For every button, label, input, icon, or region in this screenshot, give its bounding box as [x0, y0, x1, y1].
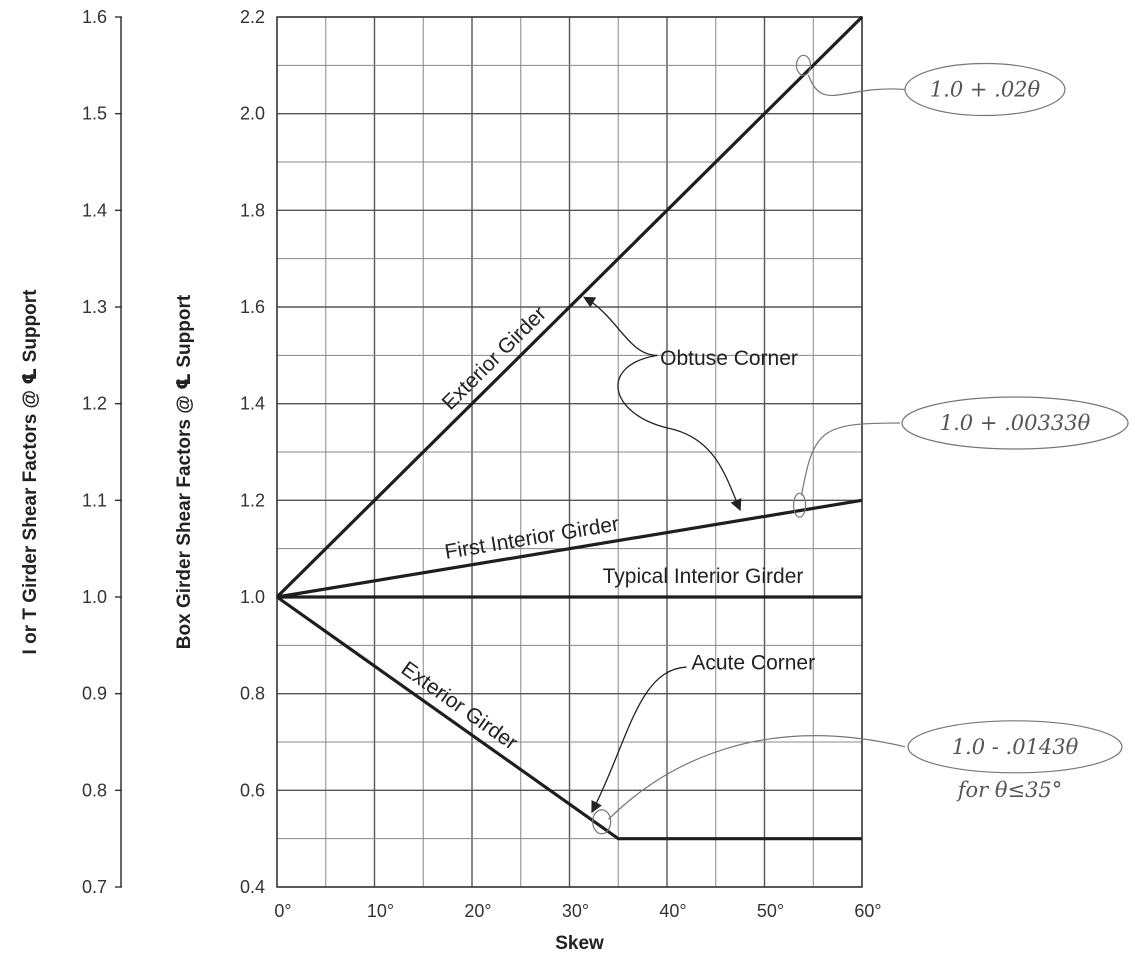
- x-tick-label: 40°: [659, 901, 686, 921]
- x-tick-label: 0°: [274, 901, 291, 921]
- annotation-obtuse-corner: Obtuse Corner: [660, 347, 798, 370]
- formula-text-exterior-obtuse: 1.0 + .02θ: [930, 78, 1041, 102]
- tick-labels: 0.4 0.6 0.8 1.0 1.2 1.4 1.6 1.8 2.0 2.2 0° 10° 20° 30…: [240, 7, 882, 921]
- obtuse-arrow-upper: [583, 296, 658, 356]
- annotation-acute-corner: Acute Corner: [691, 652, 815, 675]
- obtuse-arrow-lower: [617, 354, 742, 512]
- left-y-tick-label: 1.1: [82, 490, 107, 510]
- series-line: [275, 15, 864, 599]
- left-y-tick-label: 1.5: [82, 104, 107, 124]
- y-tick-label: 1.8: [240, 200, 265, 220]
- y-tick-label: 2.2: [240, 7, 265, 27]
- y-tick-label: 1.6: [240, 297, 265, 317]
- series-lines: [275, 15, 864, 841]
- series-label-typical-interior-girder: Typical Interior Girder: [603, 565, 804, 588]
- y-tick-label: 1.2: [240, 490, 265, 510]
- left-y-tick-label: 1.2: [82, 394, 107, 414]
- y-tick-label: 0.4: [240, 877, 265, 897]
- series-line: [276, 498, 863, 599]
- left-y-tick-label: 1.0: [82, 587, 107, 607]
- left-y-axis-title: I or T Girder Shear Factors @ ℄ Support: [20, 289, 41, 655]
- left-y-tick-label: 0.8: [82, 780, 107, 800]
- formula-leader-line: [807, 74, 906, 97]
- series-line: [276, 595, 862, 841]
- formula-text-first-interior: 1.0 + .00333θ: [940, 411, 1091, 435]
- formula-marker-circle: [795, 54, 812, 76]
- formula-marker-circle: [792, 492, 807, 518]
- y-tick-label: 2.0: [240, 104, 265, 124]
- formula-bubble-first-interior: 1.0 + .00333θ: [792, 396, 1129, 518]
- formula-text-exterior-acute: 1.0 - .0143θ: [952, 735, 1079, 759]
- formula-leader-line: [800, 422, 901, 496]
- formula-bubble: [904, 62, 1066, 117]
- right-y-axis-title: Box Girder Shear Factors @ ℄ Support: [174, 294, 195, 649]
- series-label-exterior-girder-lower: Exterior Girder: [397, 657, 522, 755]
- left-y-tick-label: 0.9: [82, 684, 107, 704]
- left-y-tick-label: 1.4: [82, 200, 107, 220]
- x-tick-label: 60°: [854, 901, 881, 921]
- plot-frame: [276, 16, 863, 888]
- formula-bubble: [901, 396, 1129, 450]
- left-y-tick-label: 0.7: [82, 877, 107, 897]
- x-tick-label: 10°: [367, 901, 394, 921]
- left-y-tick-label: 1.6: [82, 7, 107, 27]
- formula-note-exterior-acute: for θ≤35°: [956, 778, 1063, 802]
- y-tick-label: 1.0: [240, 587, 265, 607]
- x-tick-label: 20°: [464, 901, 491, 921]
- series-label-exterior-girder-upper: Exterior Girder: [438, 302, 551, 414]
- y-tick-label: 0.6: [240, 780, 265, 800]
- formula-leader-line: [608, 735, 906, 820]
- left-axis-ticks: 0.7 0.8 0.9 1.0 1.1 1.2 1.3 1.4 1.5 1.6: [82, 7, 122, 897]
- formula-bubble-exterior-obtuse: 1.0 + .02θ: [795, 54, 1066, 117]
- formula-bubble: [907, 720, 1123, 774]
- grid: [276, 16, 863, 888]
- x-tick-label: 30°: [562, 901, 589, 921]
- x-axis-title: Skew: [555, 933, 604, 954]
- y-tick-label: 0.8: [240, 684, 265, 704]
- x-tick-label: 50°: [757, 901, 784, 921]
- acute-arrow: [591, 666, 687, 814]
- formula-bubble-exterior-acute: 1.0 - .0143θ for θ≤35°: [592, 720, 1123, 835]
- formula-marker-circle: [592, 809, 612, 835]
- y-tick-label: 1.4: [240, 394, 265, 414]
- left-y-tick-label: 1.3: [82, 297, 107, 317]
